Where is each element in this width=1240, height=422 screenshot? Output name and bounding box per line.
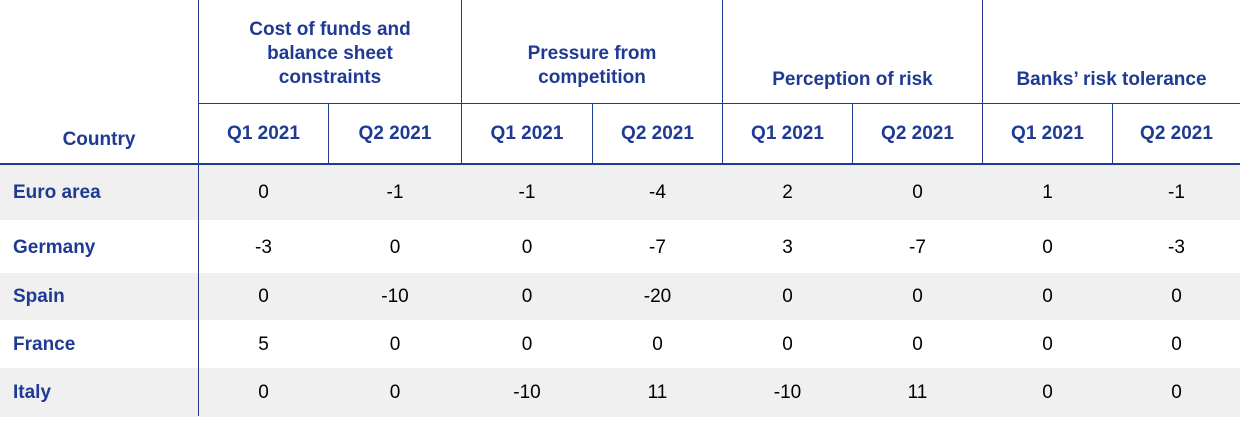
table-cell: 11 xyxy=(647,381,668,403)
col-divider-5 xyxy=(722,0,723,164)
row-label-italy: Italy xyxy=(13,381,52,403)
table-cell: 0 xyxy=(912,285,923,307)
subheader-cost-q1: Q1 2021 xyxy=(227,122,300,144)
table-cell: -7 xyxy=(909,236,926,258)
table-cell: 0 xyxy=(1171,333,1182,355)
subheader-cost-q2: Q2 2021 xyxy=(358,122,432,144)
col-divider-1 xyxy=(198,0,199,416)
row-label-france: France xyxy=(13,333,76,355)
group-header-perception-of-risk: Perception of risk xyxy=(772,69,933,90)
subheader-competition-q2: Q2 2021 xyxy=(621,122,694,144)
table-cell: 2 xyxy=(782,181,793,203)
table-cell: -1 xyxy=(1168,181,1185,203)
col-divider-4 xyxy=(592,103,593,164)
country-column-header: Country xyxy=(62,129,136,150)
table-cell: -3 xyxy=(255,236,272,258)
col-divider-6 xyxy=(852,103,853,164)
col-divider-3 xyxy=(461,0,462,164)
table-cell: -10 xyxy=(513,381,541,403)
row-label-spain: Spain xyxy=(13,285,65,307)
subheader-tolerance-q1: Q1 2021 xyxy=(1011,122,1084,144)
table-cell: 11 xyxy=(907,381,928,403)
table-cell: 5 xyxy=(258,333,269,355)
table-cell: -10 xyxy=(773,381,802,403)
subheader-risk-q2: Q2 2021 xyxy=(881,122,954,144)
table-cell: 0 xyxy=(782,285,793,307)
subheader-tolerance-q2: Q2 2021 xyxy=(1140,122,1213,144)
table-cell: 0 xyxy=(258,181,269,203)
table-cell: -3 xyxy=(1168,236,1185,258)
table-cell: 0 xyxy=(782,333,793,355)
table-cell: 0 xyxy=(521,236,533,258)
row-label-germany: Germany xyxy=(13,236,96,258)
table-cell: 0 xyxy=(258,285,269,307)
table-cell: 0 xyxy=(1171,285,1182,307)
table-cell: 0 xyxy=(1042,236,1053,258)
table-cell: 0 xyxy=(258,381,269,403)
row-label-euro-area: Euro area xyxy=(13,181,101,203)
group-header-competition: Pressure from competition xyxy=(527,43,657,88)
row-band-italy xyxy=(0,368,1240,417)
subheader-risk-q1: Q1 2021 xyxy=(751,122,824,144)
subheader-competition-q1: Q1 2021 xyxy=(490,122,564,144)
table-cell: -1 xyxy=(386,181,404,203)
table-cell: 0 xyxy=(521,333,533,355)
col-divider-8 xyxy=(1112,103,1113,164)
table-cell: 0 xyxy=(912,333,923,355)
table-cell: 0 xyxy=(1042,333,1053,355)
table-cell: 0 xyxy=(652,333,663,355)
table-cell: -7 xyxy=(649,236,666,258)
table-cell: -10 xyxy=(381,285,409,307)
table-cell: -1 xyxy=(518,181,536,203)
table-cell: 0 xyxy=(389,381,401,403)
table-cell: 0 xyxy=(389,333,401,355)
header-bottom-rule xyxy=(0,163,1240,165)
table-cell: 0 xyxy=(1042,381,1053,403)
group-header-rule xyxy=(198,103,1240,104)
group-header-cost-of-funds: Cost of funds and balance sheet constrai… xyxy=(249,19,411,88)
table-cell: 0 xyxy=(1171,381,1182,403)
table-cell: 0 xyxy=(912,181,923,203)
table-cell: 0 xyxy=(389,236,401,258)
row-band-euro-area xyxy=(0,165,1240,220)
group-header-risk-tolerance: Banks’ risk tolerance xyxy=(1016,69,1207,90)
col-divider-7 xyxy=(982,0,983,164)
table-cell: 0 xyxy=(521,285,533,307)
table-cell: 1 xyxy=(1042,181,1053,203)
table-cell: -4 xyxy=(649,181,666,203)
table-cell: 3 xyxy=(782,236,793,258)
col-divider-2 xyxy=(328,103,329,164)
table-cell: -20 xyxy=(643,285,672,307)
table-cell: 0 xyxy=(1042,285,1053,307)
row-band-spain xyxy=(0,273,1240,320)
